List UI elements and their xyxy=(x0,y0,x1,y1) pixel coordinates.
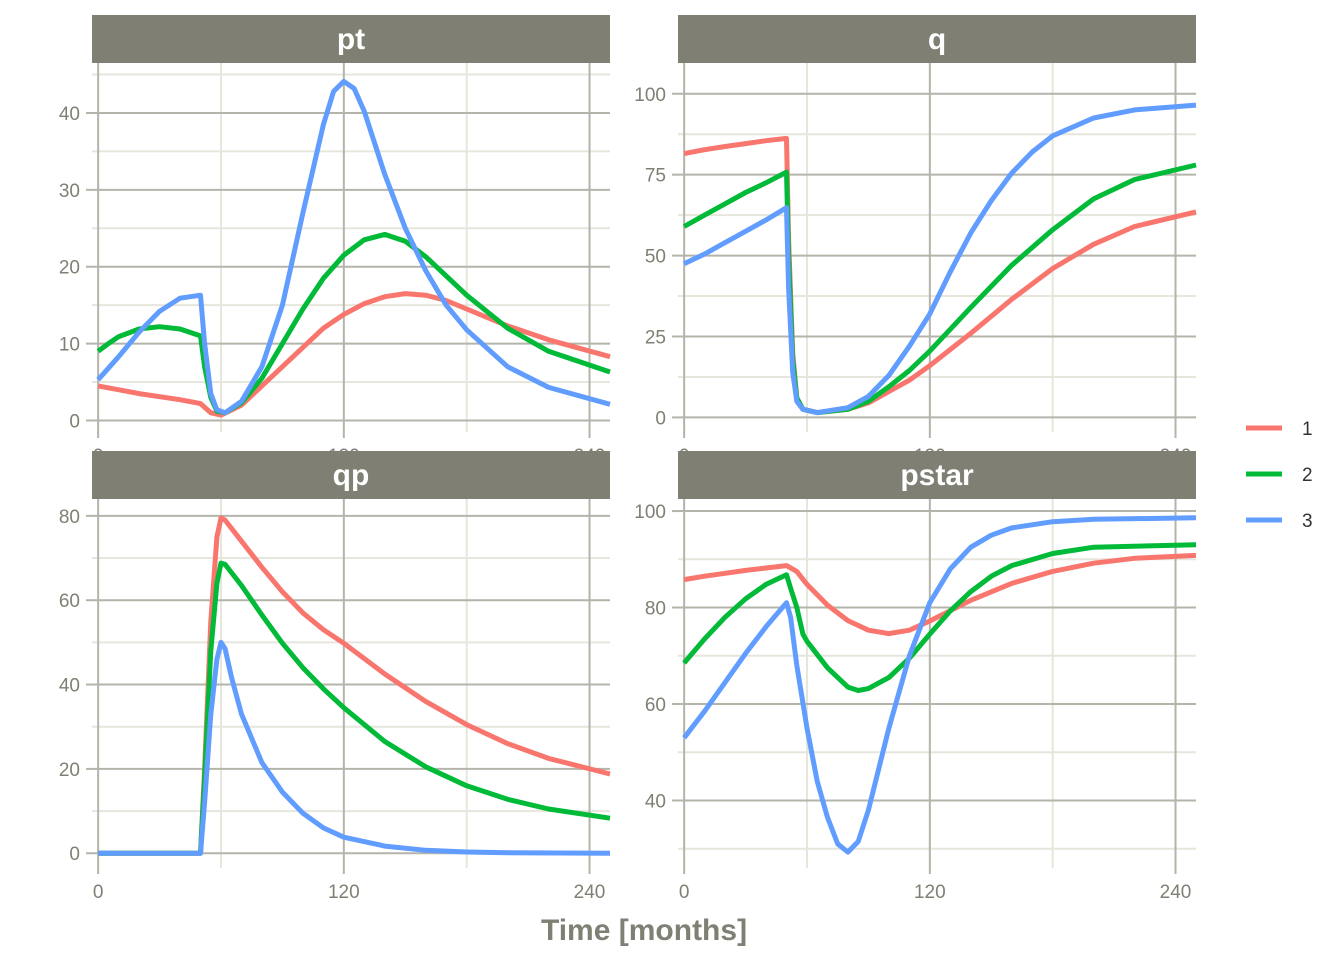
legend: 1 2 3 xyxy=(1246,419,1313,532)
series-line-1 xyxy=(683,552,1197,637)
series-line-3 xyxy=(96,78,611,416)
series-line-2 xyxy=(96,231,611,416)
strip-title: q xyxy=(928,23,946,56)
y-tick-label: 0 xyxy=(69,844,80,865)
y-tick-label: 80 xyxy=(645,599,666,620)
series-line-1 xyxy=(97,291,611,418)
legend-label: 1 xyxy=(1302,419,1313,440)
legend-item-1: 1 xyxy=(1246,419,1313,440)
strip-q xyxy=(678,15,1196,63)
strip-title: pstar xyxy=(900,459,974,492)
y-tick-label: 80 xyxy=(59,507,80,528)
y-tick-label: 100 xyxy=(634,85,666,106)
y-tick-label: 0 xyxy=(655,408,666,429)
y-tick-label: 50 xyxy=(645,247,666,268)
strip-title: pt xyxy=(337,23,365,56)
x-tick-label: 0 xyxy=(679,882,690,903)
y-tick-label: 20 xyxy=(59,760,80,781)
legend-item-2: 2 xyxy=(1246,465,1313,486)
facets-layer: 0 120 240 0 10 20 30 40 pt 0 120 240 0 25 50 75 100 q 0 120… xyxy=(59,15,1197,903)
facet-pt: 0120240010203040pt xyxy=(59,15,611,467)
facet-pstar: 0 120 240 40 60 80 100 pstar xyxy=(634,451,1197,903)
x-tick-label: 0 xyxy=(93,882,104,903)
series-line-3 xyxy=(682,515,1197,855)
y-tick-label: 10 xyxy=(59,335,80,356)
y-tick-label: 60 xyxy=(59,591,80,612)
strip-title: qp xyxy=(333,459,370,492)
series-line-3 xyxy=(98,639,611,856)
y-tick-label: 75 xyxy=(645,166,666,187)
y-tick-label: 40 xyxy=(645,791,666,812)
legend-label: 2 xyxy=(1302,465,1313,486)
legend-item-3: 3 xyxy=(1246,511,1313,532)
strip-qp xyxy=(92,451,610,499)
y-tick-label: 25 xyxy=(645,328,666,349)
strip-pt xyxy=(92,15,610,63)
x-tick-label: 240 xyxy=(574,882,606,903)
facet-qp: 0 120 240 0 20 40 60 80 qp xyxy=(59,451,611,903)
y-tick-label: 60 xyxy=(645,695,666,716)
series-line-3 xyxy=(683,102,1197,416)
y-tick-label: 20 xyxy=(59,258,80,279)
legend-label: 3 xyxy=(1302,511,1313,532)
y-tick-label: 30 xyxy=(59,181,80,202)
y-tick-label: 40 xyxy=(59,104,80,125)
strip-pstar xyxy=(678,451,1196,499)
series-line-2 xyxy=(98,560,611,856)
series-line-1 xyxy=(683,135,1197,416)
y-tick-label: 0 xyxy=(69,411,80,432)
series-line-2 xyxy=(682,542,1197,693)
y-tick-label: 40 xyxy=(59,676,80,697)
facet-q: 01202400255075100q xyxy=(634,15,1197,467)
x-tick-label: 120 xyxy=(914,882,946,903)
x-axis-title: Time [months] xyxy=(541,914,747,947)
x-tick-label: 120 xyxy=(328,882,360,903)
y-tick-label: 100 xyxy=(634,502,666,523)
x-tick-label: 240 xyxy=(1160,882,1192,903)
